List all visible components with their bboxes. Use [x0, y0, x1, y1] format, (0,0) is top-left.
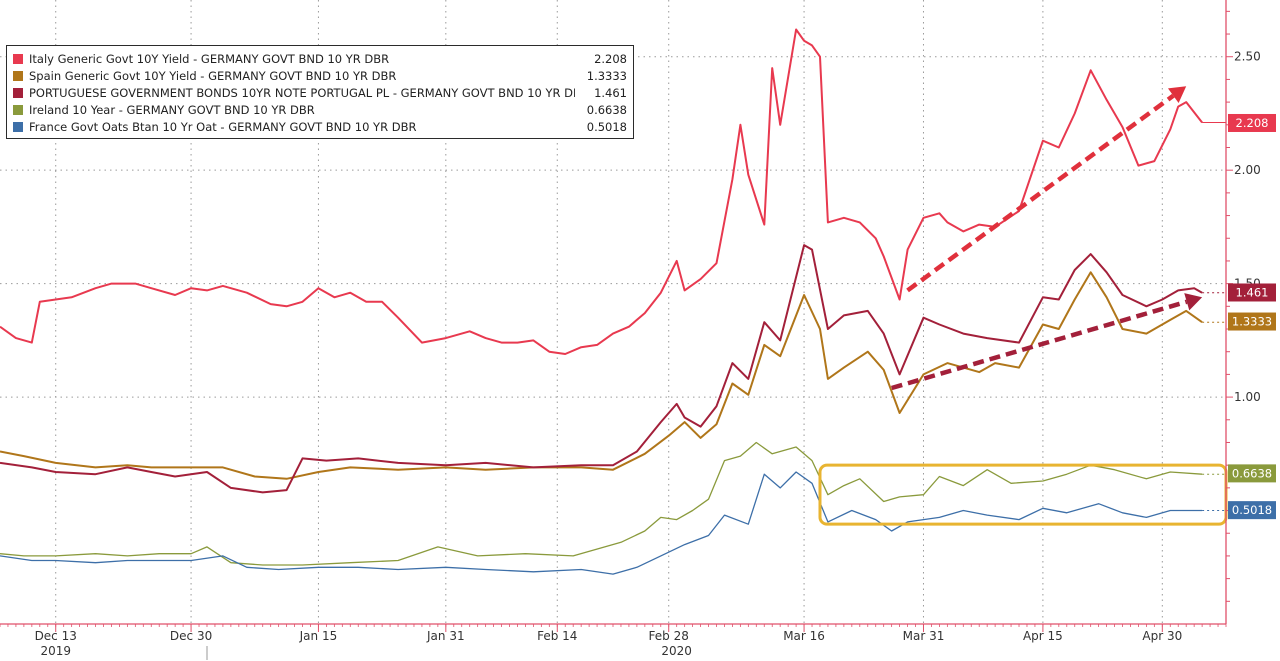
legend-value: 1.461 [594, 85, 627, 100]
legend-label: France Govt Oats Btan 10 Yr Oat - GERMAN… [29, 119, 417, 134]
legend-label: PORTUGUESE GOVERNMENT BONDS 10YR NOTE PO… [29, 85, 575, 100]
year-label: 2020 [661, 644, 692, 658]
end-value-badge [1228, 113, 1276, 132]
trend-arrow-head [1184, 293, 1203, 311]
legend-entry: France Govt Oats Btan 10 Yr Oat - GERMAN… [13, 118, 627, 135]
legend-entry: Ireland 10 Year - GERMANY GOVT BND 10 YR… [13, 101, 627, 118]
end-value-text: 1.3333 [1232, 315, 1272, 329]
x-tick-label: Mar 16 [783, 629, 825, 643]
legend-value: 2.208 [594, 51, 627, 66]
y-tick-label: 2.50 [1234, 50, 1261, 64]
end-value-badge [1228, 312, 1276, 331]
x-tick-label: Dec 30 [170, 629, 212, 643]
x-tick-label: Dec 13 [35, 629, 77, 643]
series-line [0, 471, 1203, 575]
y-tick-label: 2.00 [1234, 163, 1261, 177]
x-tick-label: Apr 30 [1142, 629, 1182, 643]
x-tick-label: Jan 31 [426, 629, 465, 643]
series-line [0, 244, 1203, 494]
legend-swatch [13, 53, 23, 64]
trend-arrow-shaft [891, 299, 1188, 391]
x-tick-label: Mar 31 [903, 629, 945, 643]
y-tick-label: 1.00 [1234, 390, 1261, 404]
series-line [0, 441, 1203, 566]
legend-entry: PORTUGUESE GOVERNMENT BONDS 10YR NOTE PO… [13, 84, 627, 101]
end-value-labels: 2.208 1.3333 1.461 0.6638 0.5018 [1228, 113, 1276, 520]
legend-label: Ireland 10 Year - GERMANY GOVT BND 10 YR… [29, 102, 315, 117]
legend-label: Spain Generic Govt 10Y Yield - GERMANY G… [29, 68, 397, 83]
legend-value: 0.6638 [586, 102, 627, 117]
x-tick-label: Apr 15 [1023, 629, 1063, 643]
end-value-badge [1228, 464, 1276, 483]
end-value-text: 0.6638 [1232, 466, 1272, 480]
end-value-text: 0.5018 [1232, 503, 1272, 517]
legend-swatch [13, 87, 23, 98]
legend-value: 1.3333 [586, 68, 627, 83]
legend-swatch [13, 121, 23, 132]
x-tick-label: Feb 28 [649, 629, 689, 643]
x-tick-label: Jan 15 [299, 629, 338, 643]
trend-arrow-head [1167, 86, 1187, 103]
trend-arrow-shaft [906, 93, 1175, 293]
end-value-text: 1.461 [1236, 285, 1269, 299]
x-tick-label: Feb 14 [537, 629, 577, 643]
end-value-text: 2.208 [1236, 116, 1269, 130]
series-lines [0, 28, 1226, 575]
year-label: 2019 [40, 644, 71, 658]
annotations [818, 86, 1228, 526]
series-line [0, 271, 1203, 480]
legend-swatch [13, 70, 23, 81]
legend-entry: Spain Generic Govt 10Y Yield - GERMANY G… [13, 67, 627, 84]
end-value-badge [1228, 283, 1276, 302]
legend: Italy Generic Govt 10Y Yield - GERMANY G… [6, 45, 634, 139]
end-value-badge [1228, 501, 1276, 520]
legend-label: Italy Generic Govt 10Y Yield - GERMANY G… [29, 51, 390, 66]
legend-swatch [13, 104, 23, 115]
legend-value: 0.5018 [586, 119, 627, 134]
legend-entry: Italy Generic Govt 10Y Yield - GERMANY G… [13, 50, 627, 67]
